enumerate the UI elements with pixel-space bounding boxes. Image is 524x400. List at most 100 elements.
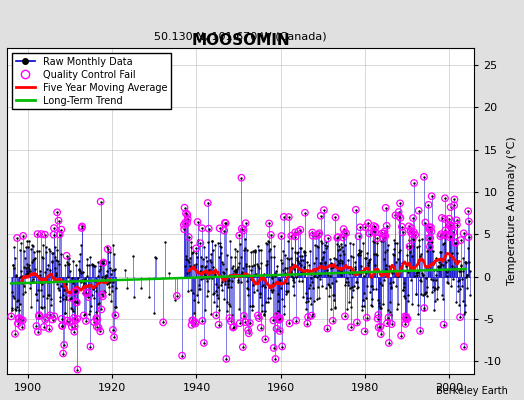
Point (350, 268, 358, 275)
Point (314, 232, 322, 238)
Point (67, 304, 75, 311)
Point (108, 288, 116, 294)
Point (356, 252, 365, 258)
Point (185, 268, 194, 274)
Point (446, 223, 454, 229)
Point (223, 308, 231, 314)
Point (428, 288, 436, 295)
Point (76, 286, 84, 292)
Point (103, 243, 111, 250)
Point (287, 233, 296, 239)
Point (325, 293, 333, 300)
Point (305, 282, 314, 288)
Point (427, 228, 435, 235)
Point (69, 280, 77, 286)
Point (203, 200, 212, 206)
Point (50, 313, 59, 320)
Point (461, 259, 470, 266)
Point (53, 209, 61, 216)
Point (227, 265, 236, 272)
Point (92, 309, 100, 315)
Point (372, 251, 380, 258)
Point (438, 260, 446, 267)
Point (430, 287, 439, 294)
Point (251, 246, 259, 253)
Point (411, 232, 419, 238)
Point (237, 226, 246, 232)
Point (314, 232, 322, 238)
Point (70, 298, 78, 304)
Point (49, 275, 57, 281)
Point (333, 235, 342, 241)
Point (33, 296, 41, 303)
Point (447, 232, 455, 239)
Point (236, 241, 244, 247)
Point (236, 272, 245, 278)
Point (452, 217, 461, 224)
Point (323, 243, 331, 249)
Point (75, 266, 83, 272)
Point (35, 313, 43, 319)
Point (90, 319, 98, 325)
Point (24, 269, 32, 276)
Point (93, 324, 101, 330)
Point (26, 268, 35, 274)
Point (296, 226, 304, 233)
Point (368, 296, 376, 302)
Point (16, 274, 25, 280)
Point (285, 214, 293, 220)
Point (136, 285, 145, 292)
Point (241, 244, 249, 251)
Point (369, 223, 378, 229)
Point (403, 298, 412, 305)
Point (345, 299, 353, 306)
Point (183, 216, 192, 222)
Point (381, 205, 390, 211)
Point (387, 321, 396, 327)
Point (425, 224, 433, 230)
Point (85, 262, 94, 268)
Point (366, 274, 375, 280)
Point (254, 262, 262, 269)
Point (374, 297, 382, 304)
Point (408, 301, 417, 307)
Point (42, 314, 51, 321)
Point (105, 259, 113, 265)
Point (227, 318, 235, 325)
Point (16, 247, 24, 253)
Point (330, 254, 339, 261)
Point (293, 249, 301, 256)
Point (72, 288, 80, 294)
Point (254, 312, 262, 319)
Point (434, 264, 443, 270)
Point (332, 278, 340, 284)
Point (278, 260, 286, 266)
Point (27, 304, 35, 310)
Point (83, 262, 91, 268)
Point (398, 229, 407, 236)
Point (424, 202, 433, 208)
Point (310, 273, 318, 279)
Point (58, 323, 66, 329)
Point (291, 233, 300, 240)
Point (312, 233, 320, 239)
Point (321, 285, 330, 291)
Point (42, 314, 51, 321)
Point (447, 282, 455, 289)
Point (258, 283, 266, 290)
Point (230, 268, 238, 274)
Point (301, 210, 309, 216)
Point (199, 244, 208, 250)
Point (248, 263, 256, 270)
Point (297, 262, 305, 268)
Point (371, 229, 379, 235)
Point (203, 258, 212, 265)
Point (79, 269, 88, 275)
Point (460, 230, 468, 236)
Point (84, 294, 93, 300)
Point (31, 271, 40, 277)
Point (248, 307, 256, 314)
Point (430, 307, 438, 313)
Point (402, 314, 411, 320)
Point (69, 258, 78, 264)
